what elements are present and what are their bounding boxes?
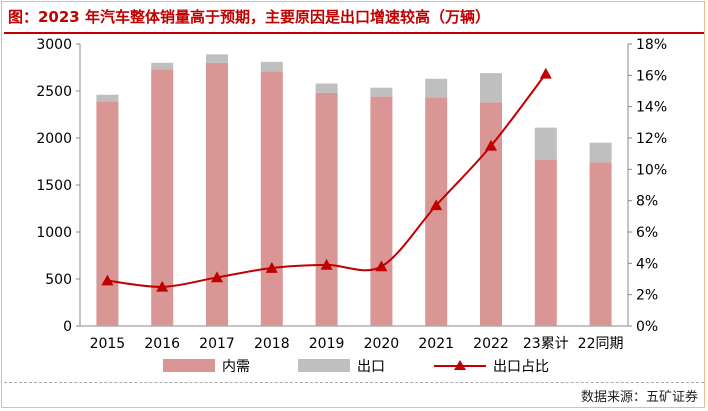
bar-export (589, 142, 612, 163)
left-tick-label: 1000 (36, 225, 72, 241)
left-tick-label: 1500 (36, 178, 72, 194)
bar-domestic (425, 97, 448, 326)
title-rule (4, 32, 704, 34)
x-tick-label: 2017 (199, 336, 235, 352)
right-tick-label: 10% (636, 162, 667, 178)
left-tick-label: 2000 (36, 131, 72, 147)
x-tick-label: 2021 (418, 336, 454, 352)
x-tick-label: 2016 (144, 336, 180, 352)
bar-domestic (315, 92, 338, 326)
bar-domestic (96, 101, 119, 326)
export-share-marker (211, 271, 223, 283)
figure-title: 图：2023 年汽车整体销量高于预期，主要原因是出口增速较高（万辆） (8, 8, 490, 26)
bar-domestic (206, 62, 228, 327)
x-tick-label: 22同期 (578, 336, 624, 352)
legend-swatch-export (298, 359, 350, 372)
bar-export (534, 127, 557, 160)
x-tick-label: 2020 (364, 336, 400, 352)
legend-marker-line (454, 360, 466, 370)
left-tick-label: 500 (45, 272, 72, 288)
export-share-marker (375, 260, 388, 272)
left-tick-label: 3000 (36, 37, 72, 53)
bar-domestic (151, 69, 174, 326)
bar-export (96, 94, 119, 102)
right-tick-label: 2% (636, 288, 658, 304)
right-tick-label: 6% (636, 225, 658, 241)
x-tick-label: 23累计 (523, 336, 569, 352)
export-share-line (107, 73, 547, 288)
x-tick-label: 2015 (90, 336, 126, 352)
bar-domestic (260, 71, 283, 326)
right-tick-label: 18% (636, 37, 667, 53)
export-share-marker (430, 199, 443, 211)
legend-label-domestic: 内需 (222, 359, 250, 375)
bar-domestic (480, 102, 502, 326)
export-share-marker (265, 262, 278, 273)
right-tick-label: 8% (636, 194, 658, 210)
bar-export (425, 78, 448, 98)
bar-export (315, 83, 338, 93)
legend-label-share: 出口占比 (493, 359, 549, 375)
bar-export (260, 61, 283, 72)
bar-export (480, 73, 502, 103)
left-tick-label: 0 (63, 319, 72, 335)
bar-export (206, 54, 228, 63)
export-share-marker (156, 280, 169, 292)
export-share-marker (320, 258, 333, 270)
x-tick-label: 2018 (254, 336, 290, 352)
right-tick-label: 16% (636, 68, 667, 84)
bar-domestic (370, 96, 393, 326)
export-share-marker (101, 274, 114, 286)
left-tick-label: 2500 (36, 84, 72, 100)
right-tick-label: 14% (636, 100, 667, 116)
x-tick-label: 2019 (309, 336, 345, 352)
export-share-marker (539, 67, 552, 79)
source-rule (4, 382, 704, 383)
right-tick-label: 0% (636, 319, 658, 335)
bar-export (370, 87, 393, 97)
right-tick-label: 4% (636, 256, 658, 272)
x-tick-label: 2022 (473, 336, 509, 352)
right-tick-label: 12% (636, 131, 667, 147)
bar-export (151, 62, 174, 70)
legend-label-export: 出口 (357, 359, 385, 375)
legend-swatch-domestic (163, 359, 215, 372)
source-note: 数据来源：五矿证券 (580, 390, 698, 405)
bar-domestic (589, 162, 612, 326)
bar-domestic (534, 159, 557, 326)
export-share-marker (485, 139, 497, 151)
